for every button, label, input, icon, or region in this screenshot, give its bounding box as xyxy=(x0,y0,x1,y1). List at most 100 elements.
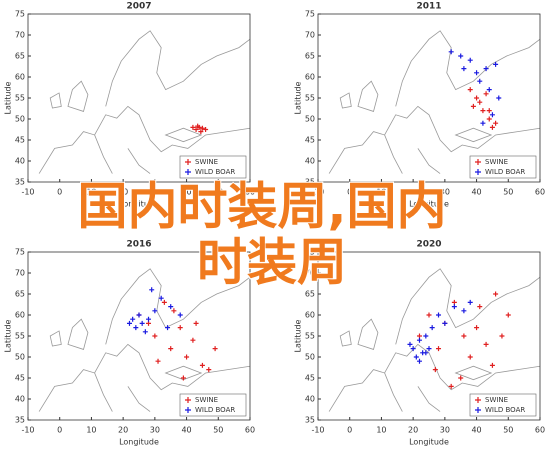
x-tick-label: 10 xyxy=(86,426,96,435)
x-tick-label: 20 xyxy=(408,426,418,435)
x-tick-label: 60 xyxy=(535,188,545,197)
map-outline xyxy=(339,92,352,109)
y-tick-label: 45 xyxy=(15,374,25,383)
data-point xyxy=(171,308,177,314)
legend-marker xyxy=(475,407,481,413)
y-tick-label: 50 xyxy=(305,353,315,362)
y-tick-label: 70 xyxy=(305,269,315,278)
legend-label: SWINE xyxy=(195,396,218,404)
data-point xyxy=(474,70,480,76)
legend-label: WILD BOAR xyxy=(485,168,525,176)
x-axis-label: Longitude xyxy=(409,438,449,447)
panel-title: 2020 xyxy=(416,240,441,250)
y-tick-label: 70 xyxy=(15,31,25,40)
data-point xyxy=(416,333,422,339)
x-tick-label: 10 xyxy=(376,426,386,435)
data-point xyxy=(483,91,489,97)
y-tick-label: 55 xyxy=(15,332,25,341)
data-point xyxy=(190,124,196,130)
data-point xyxy=(165,325,171,331)
y-axis-label: Latitude xyxy=(294,319,303,352)
legend-label: WILD BOAR xyxy=(195,168,235,176)
data-point xyxy=(177,312,183,318)
map-outline xyxy=(38,343,251,412)
legend-label: WILD BOAR xyxy=(485,406,525,414)
x-tick-label: 50 xyxy=(503,188,513,197)
x-tick-label: 30 xyxy=(150,426,160,435)
data-point xyxy=(489,362,495,368)
data-point xyxy=(436,312,442,318)
data-point xyxy=(493,120,499,126)
legend-label: SWINE xyxy=(485,396,508,404)
map-outline xyxy=(67,318,89,350)
data-point xyxy=(190,337,196,343)
data-point xyxy=(483,341,489,347)
x-tick-label: 10 xyxy=(86,188,96,197)
data-point xyxy=(493,61,499,67)
y-tick-label: 35 xyxy=(15,178,25,187)
x-tick-label: 40 xyxy=(181,188,191,197)
map-outline xyxy=(164,365,203,381)
data-point xyxy=(423,333,429,339)
data-point xyxy=(432,367,438,373)
x-tick-label: 20 xyxy=(118,426,128,435)
y-tick-label: 75 xyxy=(15,248,25,257)
map-outline xyxy=(454,365,493,381)
y-tick-label: 35 xyxy=(305,178,315,187)
overlay-text: 时装周 xyxy=(197,234,347,292)
data-point xyxy=(199,125,205,131)
data-point xyxy=(130,316,136,322)
data-point xyxy=(136,312,142,318)
data-point xyxy=(429,325,435,331)
plot-frame xyxy=(27,13,251,183)
data-point xyxy=(461,333,467,339)
data-point xyxy=(180,375,186,381)
plot-frame xyxy=(27,251,251,421)
y-tick-label: 40 xyxy=(305,395,315,404)
data-point xyxy=(448,383,454,389)
x-tick-label: 0 xyxy=(347,188,352,197)
data-point xyxy=(146,320,152,326)
x-axis-label: Longitude xyxy=(409,200,449,209)
y-tick-label: 70 xyxy=(15,269,25,278)
data-point xyxy=(436,346,442,352)
data-point xyxy=(206,367,212,373)
legend-marker xyxy=(185,169,191,175)
legend-marker xyxy=(185,159,191,165)
legend-box xyxy=(469,393,537,417)
data-point xyxy=(467,299,473,305)
data-point xyxy=(146,316,152,322)
map-outline xyxy=(49,92,62,109)
y-tick-label: 50 xyxy=(15,353,25,362)
map-outline xyxy=(105,30,251,107)
overlay-text: 国内时装周,国内 xyxy=(78,178,447,236)
data-point xyxy=(461,308,467,314)
map-outline xyxy=(49,330,62,347)
data-point xyxy=(149,287,155,293)
data-point xyxy=(416,337,422,343)
data-point xyxy=(477,304,483,310)
x-tick-label: -10 xyxy=(311,426,324,435)
data-point xyxy=(480,108,486,114)
y-tick-label: 60 xyxy=(15,311,25,320)
legend-box xyxy=(179,393,247,417)
map-outline xyxy=(94,372,151,412)
x-tick-label: 50 xyxy=(503,426,513,435)
data-point xyxy=(161,299,167,305)
plot-frame xyxy=(317,251,541,421)
y-tick-label: 55 xyxy=(305,94,315,103)
panel-title: 2016 xyxy=(126,240,151,250)
y-axis-label: Latitude xyxy=(294,81,303,114)
x-tick-label: 0 xyxy=(57,188,62,197)
data-point xyxy=(477,78,483,84)
x-tick-label: 20 xyxy=(118,188,128,197)
data-point xyxy=(155,358,161,364)
data-point xyxy=(483,66,489,72)
map-outline xyxy=(339,330,352,347)
y-tick-label: 50 xyxy=(305,115,315,124)
y-tick-label: 75 xyxy=(305,248,315,257)
x-tick-label: 50 xyxy=(213,426,223,435)
y-tick-label: 35 xyxy=(15,416,25,425)
data-point xyxy=(426,346,432,352)
